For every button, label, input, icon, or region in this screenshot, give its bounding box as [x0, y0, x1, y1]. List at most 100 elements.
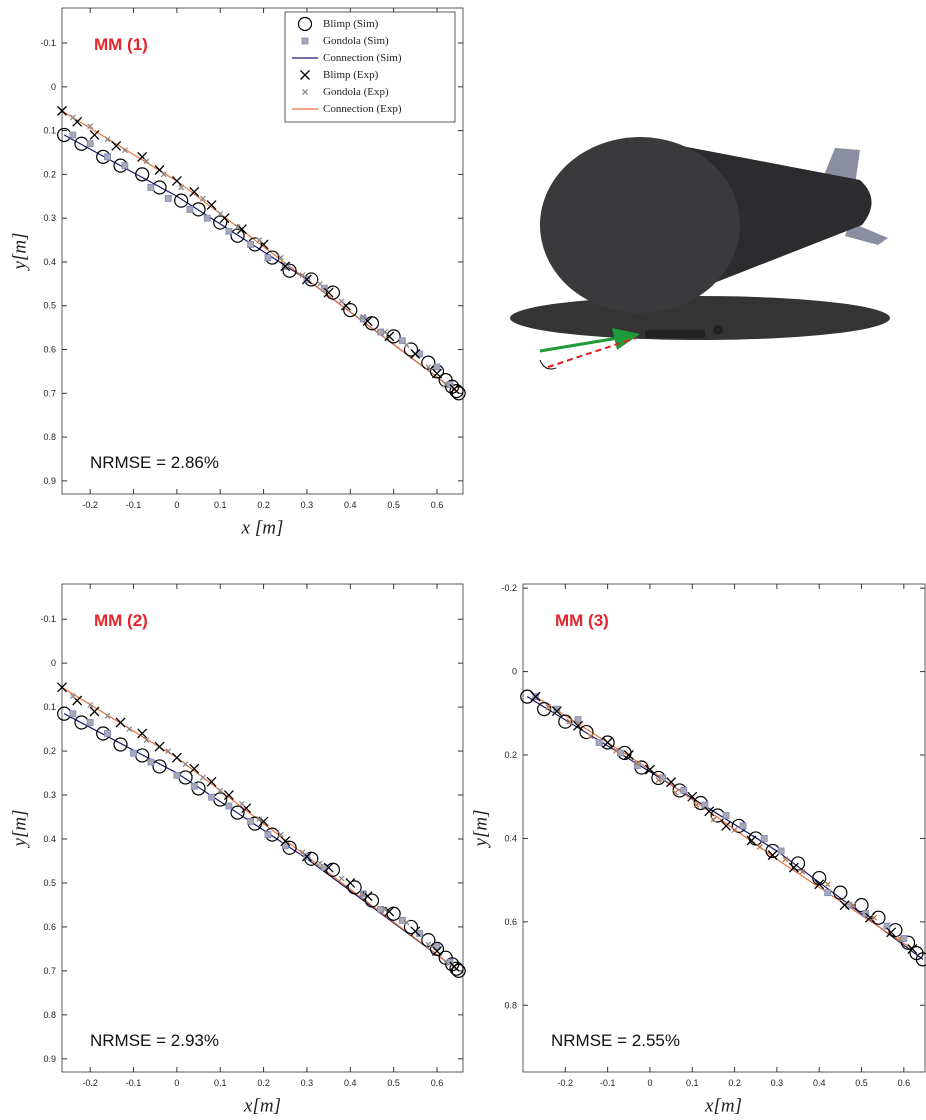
point: [681, 787, 687, 793]
x-tick-label: 0.6: [431, 500, 444, 510]
point: [58, 707, 71, 720]
legend-label: Gondola (Sim): [323, 35, 389, 47]
nrmse-note: NRMSE = 2.86%: [90, 453, 219, 472]
point: [265, 255, 271, 261]
x-tick-label: -0.2: [82, 1078, 98, 1088]
x-tick-label: 0: [174, 1078, 179, 1088]
figure: -0.2 -0.1 0 0.1 0.2 0.3 0.4 0.5 0.6 -0.1 0 0.1 0.2 0.…: [0, 0, 926, 1120]
nrmse-note: NRMSE = 2.55%: [551, 1031, 680, 1050]
point: [575, 717, 581, 723]
x-tick-label: 0.3: [301, 1078, 314, 1088]
legend-label: Connection (Sim): [323, 52, 402, 64]
point: [740, 823, 746, 829]
y-tick-label: 0.4: [504, 833, 517, 843]
legend-marker: [302, 38, 308, 44]
point: [87, 719, 93, 725]
x-tick-label: 0.5: [387, 1078, 400, 1088]
point: [153, 181, 166, 194]
x-tick-label: 0.5: [387, 500, 400, 510]
y-tick-label: 0.3: [43, 213, 56, 223]
point: [434, 364, 440, 370]
point: [761, 835, 767, 841]
y-tick-label: 0.6: [504, 917, 517, 927]
x-axis-label: x[m]: [243, 1096, 281, 1117]
gondola-wheel: [713, 325, 723, 335]
y-tick-label: 0.4: [43, 257, 56, 267]
point: [778, 848, 784, 854]
point: [723, 812, 729, 818]
point: [749, 832, 762, 845]
point: [105, 154, 111, 160]
y-tick-label: 0: [51, 658, 56, 668]
point: [265, 832, 271, 838]
point: [204, 215, 210, 221]
y-axis-label: y[m]: [10, 233, 31, 272]
y-tick-label: 0.9: [43, 1054, 56, 1064]
x-tick-label: 0.4: [813, 1078, 826, 1088]
legend-label: Blimp (Sim): [323, 18, 379, 30]
model-label: MM (2): [94, 611, 148, 630]
gondola: [645, 330, 705, 338]
point: [248, 818, 254, 824]
point: [889, 924, 902, 937]
y-tick-label: 0.3: [43, 790, 56, 800]
nrmse-note: NRMSE = 2.93%: [90, 1031, 219, 1050]
point: [165, 195, 171, 201]
point: [136, 749, 149, 762]
point: [326, 863, 339, 876]
point: [136, 168, 149, 181]
point: [114, 738, 127, 751]
y-tick-label: 0.2: [504, 750, 517, 760]
point: [122, 163, 128, 169]
point: [825, 890, 831, 896]
point: [153, 760, 166, 773]
point: [855, 899, 868, 912]
point: [105, 730, 111, 736]
y-tick-label: 0.5: [43, 878, 56, 888]
x-tick-label: 0.6: [431, 1078, 444, 1088]
y-tick-label: 0.9: [43, 476, 56, 486]
x-tick-label: -0.2: [82, 500, 98, 510]
y-tick-label: 0.7: [43, 388, 56, 398]
point: [70, 711, 76, 717]
point: [231, 229, 244, 242]
x-tick-label: 0.2: [728, 1078, 741, 1088]
y-tick-label: 0.4: [43, 834, 56, 844]
legend-label: Blimp (Exp): [323, 69, 379, 81]
x-tick-label: -0.1: [126, 1078, 142, 1088]
point: [191, 783, 197, 789]
point: [209, 794, 215, 800]
model-label: MM (3): [555, 611, 609, 630]
x-axis-label: x [m]: [241, 518, 284, 539]
legend-label: Connection (Exp): [323, 103, 402, 115]
x-tick-label: 0: [647, 1078, 652, 1088]
point: [75, 716, 88, 729]
point: [87, 141, 93, 147]
point: [916, 953, 926, 966]
y-tick-label: 0.6: [43, 922, 56, 932]
point: [148, 185, 154, 191]
point: [834, 886, 847, 899]
y-tick-label: 0.7: [43, 966, 56, 976]
point: [365, 317, 378, 330]
point: [538, 703, 551, 716]
y-tick-label: 0.1: [43, 126, 56, 136]
y-tick-label: 0.8: [43, 1010, 56, 1020]
point: [226, 228, 232, 234]
angle-arc: [540, 360, 556, 369]
y-tick-label: 0.6: [43, 345, 56, 355]
x-tick-label: -0.1: [600, 1078, 616, 1088]
x-axis-label: x[m]: [704, 1096, 742, 1117]
point: [75, 137, 88, 150]
point: [70, 132, 76, 138]
y-tick-label: 0.5: [43, 301, 56, 311]
x-tick-label: 0.6: [898, 1078, 911, 1088]
legend-marker: [299, 18, 312, 31]
y-axis-label: y[m]: [471, 810, 492, 849]
y-tick-label: 0.2: [43, 169, 56, 179]
x-tick-label: 0.3: [301, 500, 314, 510]
model-label: MM (1): [94, 35, 148, 54]
point: [387, 907, 400, 920]
y-tick-label: 0.8: [43, 432, 56, 442]
y-tick-label: 0.1: [43, 702, 56, 712]
